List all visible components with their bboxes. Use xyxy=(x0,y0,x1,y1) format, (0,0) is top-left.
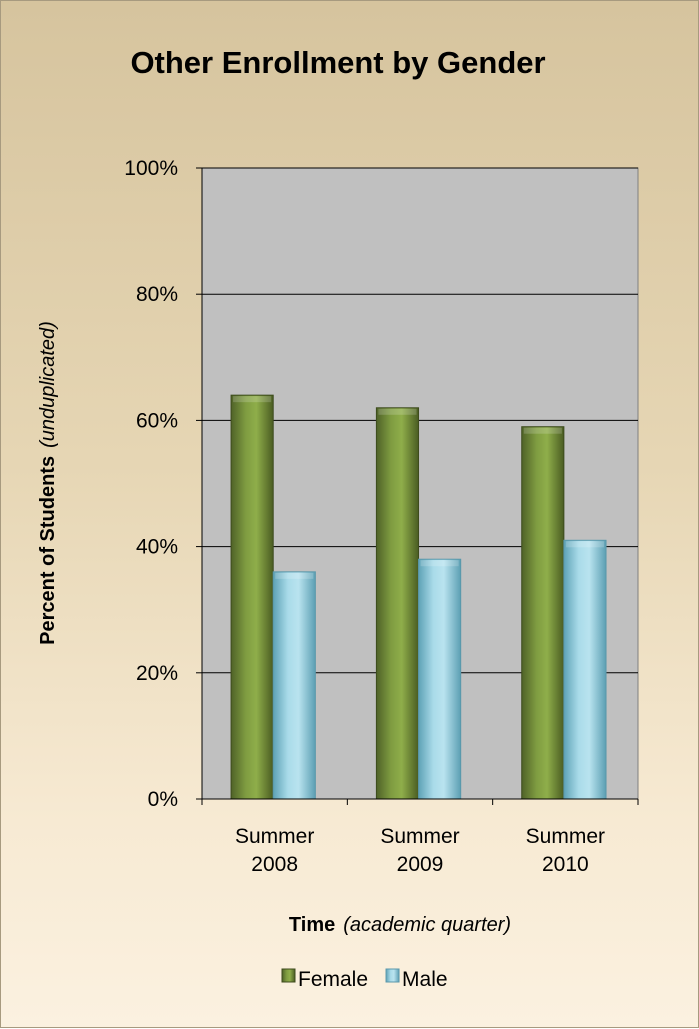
y-axis-title-note: (unduplicated) xyxy=(37,321,59,448)
bar-bevel xyxy=(420,560,459,567)
category-label: Summer 2010 xyxy=(526,825,605,876)
legend-swatch-female xyxy=(281,968,296,983)
y-tick-label: 80% xyxy=(136,283,178,306)
bar-male-2 xyxy=(563,539,607,800)
x-axis-title-note: (academic quarter) xyxy=(343,914,511,936)
y-axis-title: Percent of Students (unduplicated) xyxy=(37,321,59,645)
y-tick-label: 20% xyxy=(136,662,178,685)
legend-label-male: Male xyxy=(402,968,448,991)
x-axis-title-main: Time xyxy=(289,914,335,936)
category-label: Summer 2008 xyxy=(235,825,314,876)
category-labels: Summer 2008 Summer 2009 Summer 2010 xyxy=(235,825,605,876)
y-tick-labels: 0% 20% 40% 60% 80% 100% xyxy=(124,157,178,811)
legend-item-female: Female xyxy=(281,968,368,991)
legend-swatch-male xyxy=(385,968,400,983)
bar-male-0 xyxy=(272,571,316,800)
y-axis-title-main: Percent of Students xyxy=(37,456,59,645)
bar-female-0 xyxy=(230,394,274,800)
legend-label-female: Female xyxy=(298,968,368,991)
x-axis-title: Time (academic quarter) xyxy=(289,914,511,936)
y-tick-label: 40% xyxy=(136,536,178,559)
y-tick-label: 100% xyxy=(124,157,178,180)
axes xyxy=(196,167,639,805)
bar-bevel xyxy=(233,396,272,403)
bar-bevel xyxy=(523,427,562,434)
bar-bevel xyxy=(275,572,314,579)
bar-bevel xyxy=(378,408,417,415)
bar-female-2 xyxy=(521,426,565,800)
y-tick-label: 0% xyxy=(148,788,178,811)
legend-item-male: Male xyxy=(385,968,448,991)
bar-female-1 xyxy=(375,407,420,800)
bar-bevel xyxy=(565,541,605,548)
bar-male-1 xyxy=(418,558,462,800)
category-label: Summer 2009 xyxy=(380,825,459,876)
y-tick-label: 60% xyxy=(136,409,178,432)
chart-title: Other Enrollment by Gender xyxy=(130,45,545,80)
legend: Female Male xyxy=(281,968,448,991)
